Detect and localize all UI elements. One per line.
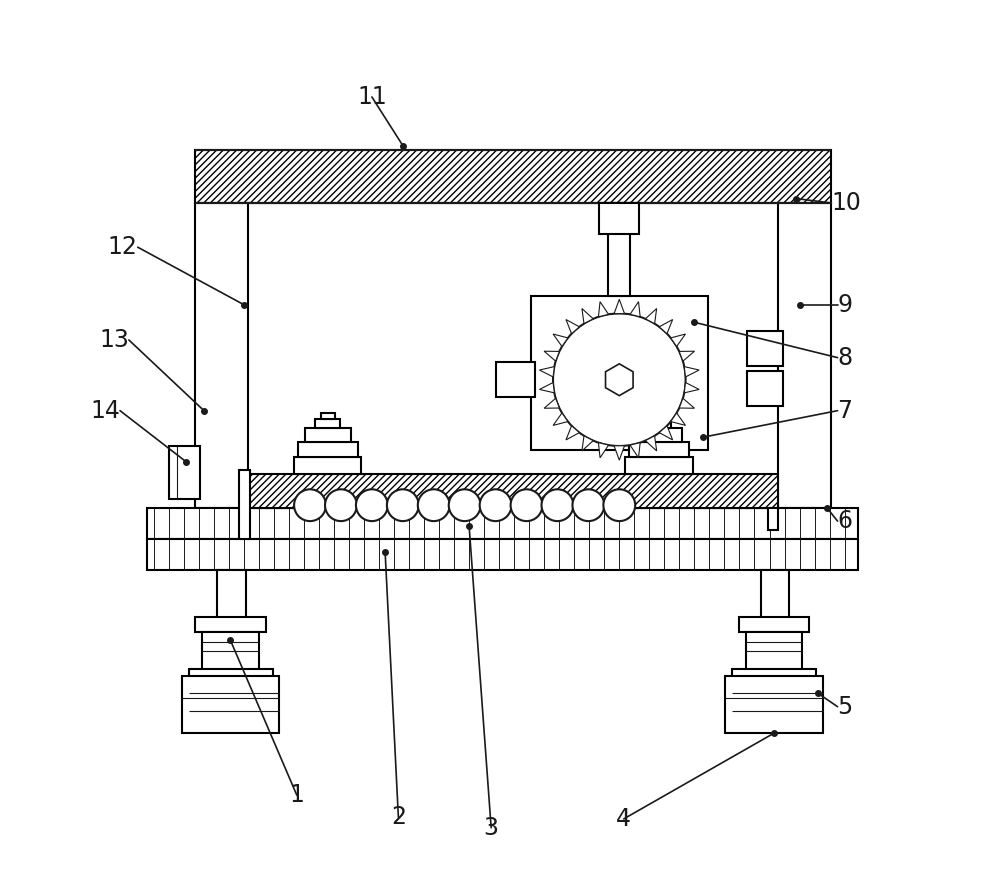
Text: 12: 12: [108, 235, 138, 260]
Polygon shape: [539, 367, 554, 377]
Polygon shape: [544, 351, 559, 361]
Polygon shape: [606, 364, 633, 396]
Text: 5: 5: [838, 695, 853, 719]
Text: 2: 2: [391, 805, 406, 830]
Bar: [629, 442, 689, 457]
Polygon shape: [544, 399, 559, 409]
Polygon shape: [645, 309, 657, 324]
Circle shape: [325, 490, 357, 521]
Bar: [746, 632, 802, 671]
Text: 6: 6: [838, 509, 853, 533]
Bar: [147, 539, 858, 570]
Polygon shape: [659, 425, 673, 440]
Circle shape: [294, 490, 326, 521]
Polygon shape: [582, 309, 593, 324]
Text: 1: 1: [289, 783, 304, 807]
Bar: [169, 446, 200, 499]
Polygon shape: [598, 301, 609, 317]
Bar: [778, 203, 831, 508]
Polygon shape: [553, 413, 568, 425]
Bar: [599, 203, 639, 234]
Polygon shape: [630, 301, 640, 317]
Polygon shape: [566, 319, 579, 334]
Bar: [195, 150, 831, 203]
Polygon shape: [679, 351, 694, 361]
Circle shape: [603, 490, 635, 521]
Bar: [625, 457, 693, 475]
Bar: [747, 331, 783, 367]
Bar: [725, 676, 823, 733]
Circle shape: [418, 490, 450, 521]
Bar: [315, 419, 340, 428]
Bar: [147, 508, 858, 539]
Bar: [321, 413, 335, 419]
Bar: [747, 371, 783, 406]
Circle shape: [542, 490, 573, 521]
Polygon shape: [679, 399, 694, 409]
Polygon shape: [684, 367, 699, 377]
Bar: [496, 362, 535, 398]
Polygon shape: [645, 436, 657, 451]
Bar: [195, 203, 248, 508]
Polygon shape: [671, 413, 685, 425]
Bar: [636, 428, 682, 442]
Text: 7: 7: [838, 399, 853, 423]
Text: 9: 9: [838, 293, 853, 317]
Bar: [195, 617, 266, 632]
Text: 11: 11: [357, 85, 387, 109]
Circle shape: [387, 490, 419, 521]
Bar: [531, 296, 708, 450]
Bar: [202, 632, 259, 671]
Polygon shape: [684, 383, 699, 392]
Polygon shape: [614, 300, 624, 314]
Polygon shape: [614, 446, 624, 460]
Bar: [761, 570, 789, 627]
Bar: [294, 457, 361, 475]
Text: 10: 10: [831, 191, 861, 215]
Bar: [239, 470, 250, 539]
Polygon shape: [630, 442, 640, 458]
Circle shape: [356, 490, 388, 521]
Circle shape: [553, 313, 686, 446]
Bar: [608, 203, 630, 296]
Bar: [305, 428, 351, 442]
Bar: [732, 669, 816, 678]
Polygon shape: [659, 319, 673, 334]
Bar: [189, 669, 273, 678]
Polygon shape: [539, 383, 554, 392]
Bar: [652, 413, 666, 419]
Circle shape: [511, 490, 542, 521]
Polygon shape: [582, 436, 593, 451]
Bar: [248, 475, 778, 508]
Bar: [298, 442, 358, 457]
Bar: [739, 617, 809, 632]
Bar: [647, 419, 671, 428]
Circle shape: [449, 490, 481, 521]
Polygon shape: [671, 334, 685, 346]
Bar: [217, 570, 246, 627]
Bar: [768, 508, 778, 530]
Polygon shape: [566, 425, 579, 440]
Text: 3: 3: [484, 816, 499, 839]
Text: 4: 4: [616, 807, 631, 831]
Polygon shape: [598, 442, 609, 458]
Polygon shape: [553, 334, 568, 346]
Circle shape: [480, 490, 511, 521]
Circle shape: [572, 490, 604, 521]
Text: 13: 13: [99, 328, 129, 352]
Text: 8: 8: [838, 345, 853, 369]
Text: 14: 14: [90, 399, 120, 423]
Bar: [182, 676, 279, 733]
